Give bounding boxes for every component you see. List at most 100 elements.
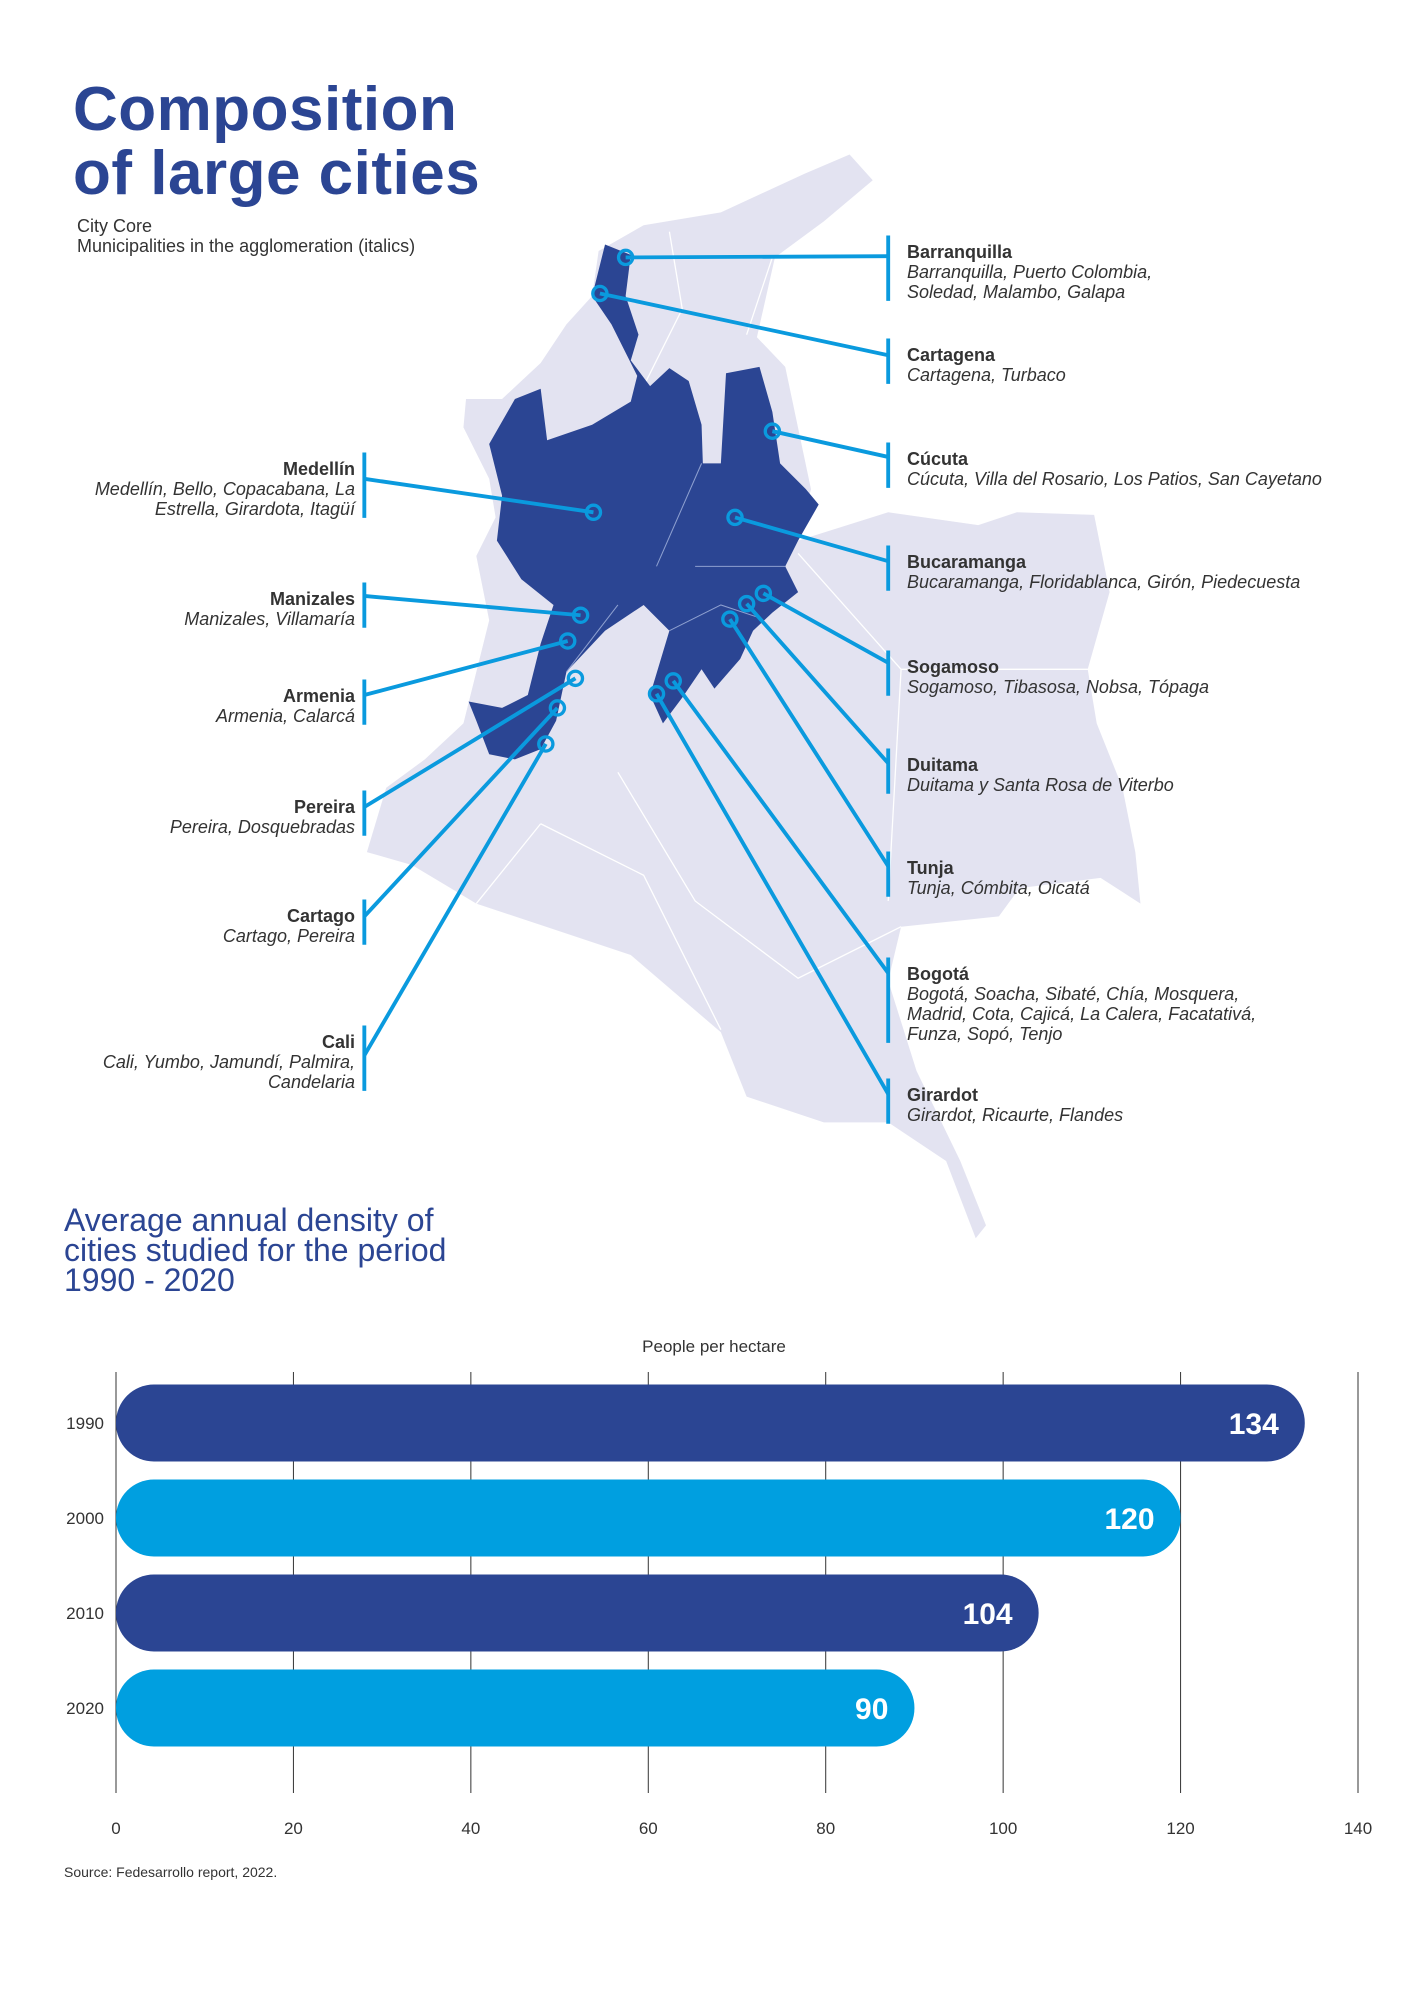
leader-line	[671, 679, 890, 975]
page-title: Composition of large cities	[73, 78, 480, 206]
municipalities-list: Funza, Sopó, Tenjo	[907, 1024, 1063, 1044]
city-core-name: Bucaramanga	[907, 552, 1027, 572]
city-label-manizales: Manizales Manizales, Villamaría	[184, 589, 355, 629]
municipalities-list: Pereira, Dosquebradas	[169, 817, 355, 837]
y-tick-label: 2020	[66, 1699, 104, 1718]
city-marker	[664, 672, 683, 690]
municipalities-list: Bogotá, Soacha, Sibaté, Chía, Mosquera,	[907, 984, 1240, 1004]
city-marker	[571, 606, 590, 624]
city-core-name: Sogamoso	[907, 657, 1000, 677]
municipalities-list: Manizales, Villamaría	[184, 609, 355, 629]
leader-line	[364, 476, 594, 515]
leader-line	[771, 429, 889, 459]
bar-1990	[116, 1384, 1305, 1462]
bar-2010	[116, 1574, 1039, 1652]
leader-line	[762, 591, 890, 665]
y-tick-label: 2010	[66, 1604, 104, 1623]
leader-line	[728, 618, 890, 868]
city-marker	[537, 735, 555, 753]
leader-line	[745, 602, 890, 765]
city-marker	[558, 632, 577, 650]
city-marker	[548, 699, 567, 717]
city-label-sogamoso: Sogamoso Sogamoso, Tibasosa, Nobsa, Tópag…	[907, 657, 1209, 697]
city-label-tunja: Tunja Tunja, Cómbita, Oicatá	[907, 858, 1090, 898]
city-marker	[591, 284, 609, 303]
bar-value-label: 104	[963, 1598, 1013, 1631]
x-tick-label: 100	[989, 1819, 1017, 1838]
source-note: Source: Fedesarrollo report, 2022.	[64, 1864, 278, 1880]
city-core-name: Cali	[321, 1032, 355, 1052]
leader-line	[362, 742, 548, 1057]
city-core-name: Medellín	[282, 459, 355, 479]
city-marker	[721, 610, 739, 628]
municipalities-list: Estrella, Girardota, Itagüí	[154, 499, 355, 519]
x-tick-label: 20	[284, 1819, 303, 1838]
municipalities-list: Barranquilla, Puerto Colombia,	[907, 262, 1153, 282]
municipalities-list: Soledad, Malambo, Galapa	[907, 282, 1126, 302]
municipalities-list: Cartago, Pereira	[222, 926, 355, 946]
x-axis-label: People per hectare	[642, 1337, 786, 1356]
metro-borders	[566, 463, 786, 673]
city-core-name: Tunja	[907, 858, 954, 878]
city-core-name: Pereira	[293, 797, 355, 817]
municipalities-list: Cali, Yumbo, Jamundí, Palmira,	[102, 1052, 355, 1072]
density-bar-chart: People per hectare 0 20 40 60 80 100 120 140 1990…	[66, 1337, 1372, 1838]
municipalities-list: Armenia, Calarcá	[215, 706, 355, 726]
title-line-1: Composition	[73, 75, 458, 144]
leader-line	[625, 254, 889, 260]
y-tick-label: 1990	[66, 1414, 104, 1433]
city-label-cartago: Cartago Cartago, Pereira	[223, 906, 355, 946]
city-core-name: Barranquilla	[907, 242, 1013, 262]
city-marker	[737, 594, 756, 613]
city-label-bogotá: Bogotá Bogotá, Soacha, Sibaté, Chía, Mosq…	[907, 964, 1256, 1044]
municipalities-list: Duitama y Santa Rosa de Viterbo	[907, 775, 1174, 795]
y-tick-label: 2000	[66, 1509, 104, 1528]
city-core-name: Girardot	[907, 1085, 979, 1105]
leader-line	[599, 291, 889, 358]
leader-line	[363, 639, 569, 697]
internal-borders	[475, 231, 1095, 1030]
city-marker	[616, 248, 635, 267]
chart-title-line: cities studied for the period	[64, 1232, 447, 1268]
bar-2020	[116, 1669, 915, 1747]
x-tick-label: 60	[639, 1819, 658, 1838]
leader-line	[364, 594, 581, 618]
x-tick-label: 0	[111, 1819, 120, 1838]
city-label-medellín: Medellín Medellín, Bello, Copacabana, La E…	[95, 459, 355, 519]
municipalities-list: Sogamoso, Tibasosa, Nobsa, Tópaga	[907, 677, 1210, 697]
city-core-name: Cartago	[286, 906, 355, 926]
chart-title-line: 1990 - 2020	[64, 1262, 235, 1298]
municipalities-list: Madrid, Cota, Cajicá, La Calera, Facatat…	[907, 1004, 1257, 1024]
city-core-name: Cúcuta	[907, 449, 969, 469]
bar-value-label: 90	[855, 1693, 888, 1726]
leader-line	[654, 692, 890, 1096]
city-label-bucaramanga: Bucaramanga Bucaramanga, Floridablanca, G…	[907, 552, 1300, 592]
title-line-2: of large cities	[73, 139, 481, 208]
legend-municipalities: Municipalities in the agglomeration (ita…	[77, 236, 416, 256]
legend-city-core: City Core	[77, 216, 153, 236]
x-tick-label: 80	[816, 1819, 835, 1838]
city-label-pereira: Pereira Pereira, Dosquebradas	[170, 797, 355, 837]
municipalities-list: Cartagena, Turbaco	[907, 365, 1066, 385]
city-label-cali: Cali Cali, Yumbo, Jamundí, Palmira, Candel…	[103, 1032, 355, 1092]
x-tick-label: 40	[461, 1819, 480, 1838]
chart-title: Average annual density of cities studied…	[64, 1202, 447, 1298]
leader-lines	[362, 235, 891, 1124]
city-label-armenia: Armenia Armenia, Calarcá	[216, 686, 355, 726]
city-label-duitama: Duitama Duitama y Santa Rosa de Viterbo	[907, 755, 1174, 795]
bar-value-label: 120	[1105, 1503, 1155, 1536]
chart-title-line: Average annual density of	[64, 1202, 434, 1238]
country-land	[366, 154, 1141, 1239]
municipalities-list: Medellín, Bello, Copacabana, La	[94, 479, 355, 499]
leader-line	[734, 515, 889, 564]
municipalities-list: Candelaria	[267, 1072, 355, 1092]
city-label-cúcuta: Cúcuta Cúcuta, Villa del Rosario, Los Pat…	[907, 449, 1322, 489]
leader-line	[363, 676, 577, 809]
city-core-name: Bogotá	[907, 964, 969, 984]
city-marker	[647, 685, 666, 703]
city-core-name: Duitama	[907, 755, 979, 775]
city-core-name: Cartagena	[907, 345, 996, 365]
municipalities-list: Tunja, Cómbita, Oicatá	[907, 878, 1090, 898]
city-marker	[584, 503, 603, 522]
metro-regions	[468, 244, 819, 760]
